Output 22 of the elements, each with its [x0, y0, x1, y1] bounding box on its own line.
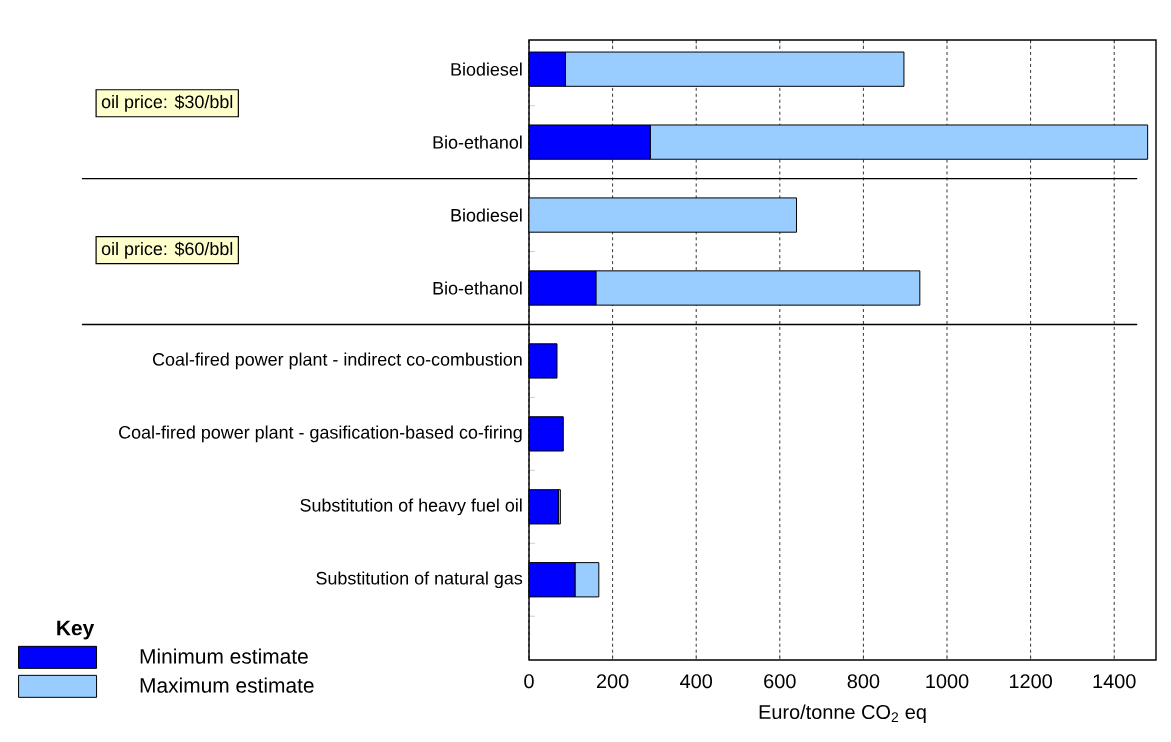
- text: oil price: $30/bbl: [101, 94, 233, 112]
- x-tick-label: 600: [764, 674, 796, 689]
- legend-label: Maximum estimate: [140, 677, 314, 693]
- y-tick-label: Bio-ethanol: [433, 281, 522, 295]
- y-tick-label: Substitution of natural gas: [316, 571, 523, 589]
- y-tick-label: Bio-ethanol: [433, 135, 522, 149]
- x-axis-title: Euro/tonne CO$_{2}$ eq: [759, 704, 926, 724]
- y-tick-label: Biodiesel: [451, 208, 522, 222]
- x-tick-label: 1400: [1093, 674, 1136, 689]
- y-tick-label: Biodiesel: [451, 62, 522, 76]
- x-tick-label: 0: [524, 674, 534, 689]
- x-tick-label: 1000: [926, 674, 969, 689]
- legend-title: Key: [57, 620, 95, 640]
- x-tick-label: 1200: [1009, 674, 1052, 689]
- legend-label: Minimum estimate: [140, 648, 308, 664]
- x-tick-label: 400: [680, 674, 713, 689]
- y-tick-label: Coal-fired power plant - indirect co-combustion: [152, 352, 522, 370]
- x-tick-label: 800: [847, 674, 880, 689]
- text: oil price: $60/bbl: [101, 241, 233, 259]
- x-tick-label: 200: [596, 674, 629, 689]
- y-tick-label: Substitution of heavy fuel oil: [300, 498, 522, 516]
- y-tick-label: Coal-fired power plant - gasification-based co-firing: [119, 425, 522, 443]
